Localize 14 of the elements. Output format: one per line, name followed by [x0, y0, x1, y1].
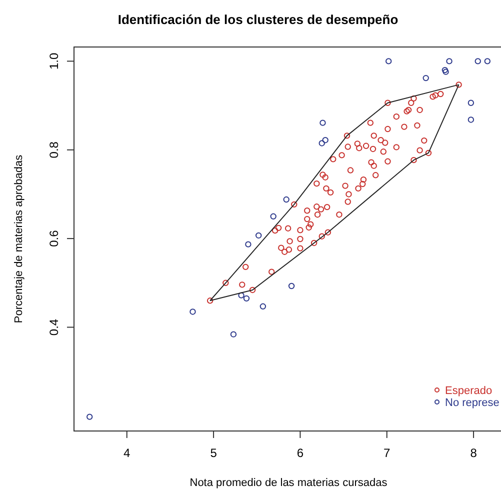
y-tick-label: 0.4	[47, 318, 61, 336]
x-tick-label: 4	[124, 446, 131, 460]
legend-label: Esperado	[445, 385, 492, 397]
y-tick-label: 1.0	[47, 52, 61, 70]
x-tick-label: 5	[210, 446, 218, 460]
y-axis-title: Porcentaje de materias aprobadas	[13, 154, 25, 324]
y-tick-label: 0.6	[47, 230, 61, 247]
legend-label: No represe	[445, 397, 500, 409]
x-tick-label: 6	[296, 446, 304, 460]
x-tick-label: 8	[470, 446, 478, 460]
x-axis-title: Nota promedio de las materias cursadas	[190, 477, 388, 489]
chart-title: Identificación de los clusteres de desempeño	[118, 12, 398, 27]
y-tick-label: 0.8	[47, 141, 61, 158]
x-tick-label: 7	[384, 446, 391, 460]
